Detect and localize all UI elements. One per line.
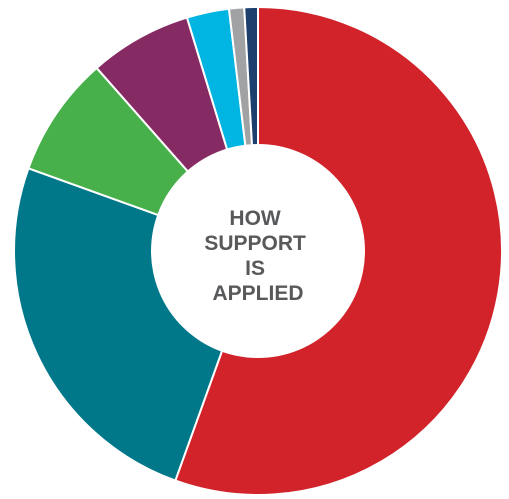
center-label-line-3: IS	[245, 257, 265, 280]
center-label-line-4: APPLIED	[212, 282, 303, 305]
center-label: HOW SUPPORT IS APPLIED	[204, 207, 311, 305]
center-label-line-2: SUPPORT	[204, 232, 306, 255]
donut-hole	[151, 144, 365, 358]
center-label-line-1: HOW	[229, 207, 281, 230]
